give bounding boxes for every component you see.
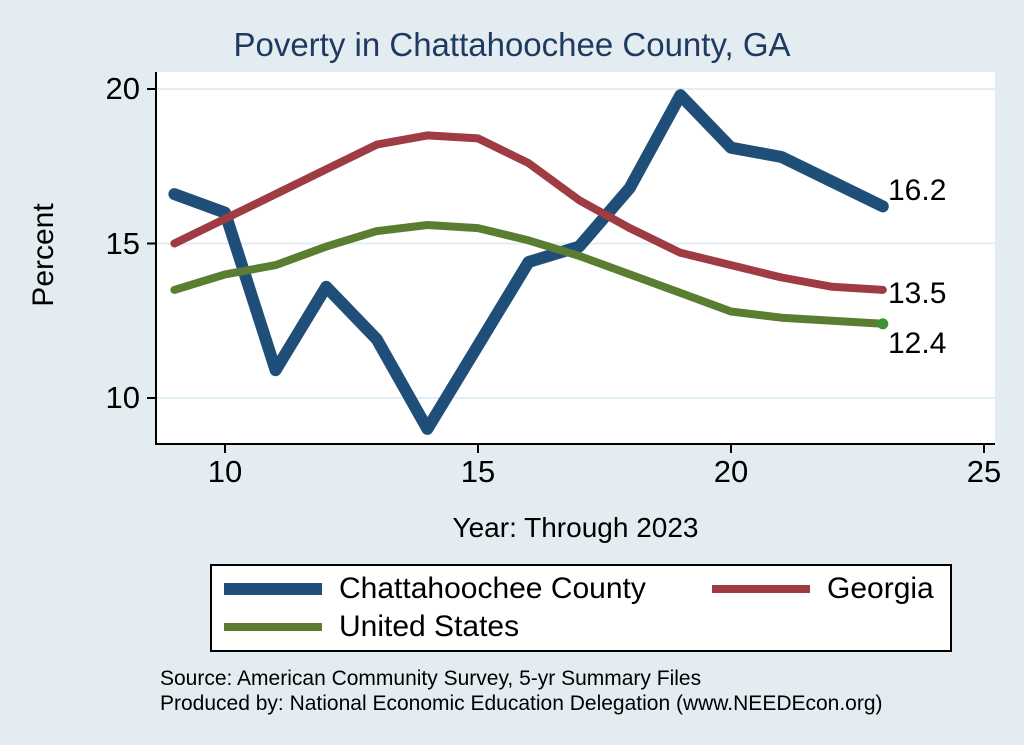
legend-swatch-chattahoochee-county <box>224 583 322 595</box>
legend-swatch-georgia <box>712 585 810 593</box>
legend-item-united-states: United States <box>224 610 712 644</box>
x-tick-label-20: 20 <box>713 454 749 489</box>
chart-title: Poverty in Chattahoochee County, GA <box>233 26 791 63</box>
us-endpoint-dot <box>877 318 889 330</box>
end-label-chattahoochee-county: 16.2 <box>888 174 947 207</box>
x-axis-title: Year: Through 2023 <box>452 512 699 543</box>
x-tick-label-10: 10 <box>207 454 243 489</box>
y-tick-label-20: 20 <box>105 71 140 106</box>
legend-label-chattahoochee-county: Chattahoochee County <box>339 572 646 605</box>
legend-item-georgia: Georgia <box>712 572 938 606</box>
source-note-line1: Source: American Community Survey, 5-yr … <box>160 667 702 690</box>
end-label-georgia: 13.5 <box>888 277 947 310</box>
series-line-georgia <box>170 131 887 294</box>
x-tick-label-25: 25 <box>966 454 1002 489</box>
source-note-line2: Produced by: National Economic Education… <box>160 692 883 715</box>
y-tick-label-10: 10 <box>105 380 140 415</box>
x-tick-label-15: 15 <box>460 454 496 489</box>
series-line-chattahoochee-county <box>168 89 889 435</box>
legend-label-georgia: Georgia <box>827 572 934 605</box>
y-tick-label-15: 15 <box>105 225 140 261</box>
source-notes: Source: American Community Survey, 5-yr … <box>160 666 960 716</box>
end-label-united-states: 12.4 <box>888 327 947 360</box>
legend-box: Chattahoochee County Georgia United Stat… <box>210 564 952 652</box>
legend-label-united-states: United States <box>339 610 520 643</box>
legend-swatch-united-states <box>224 623 322 631</box>
legend-item-chattahoochee-county: Chattahoochee County <box>224 572 712 606</box>
series-line-united-states <box>170 221 887 328</box>
